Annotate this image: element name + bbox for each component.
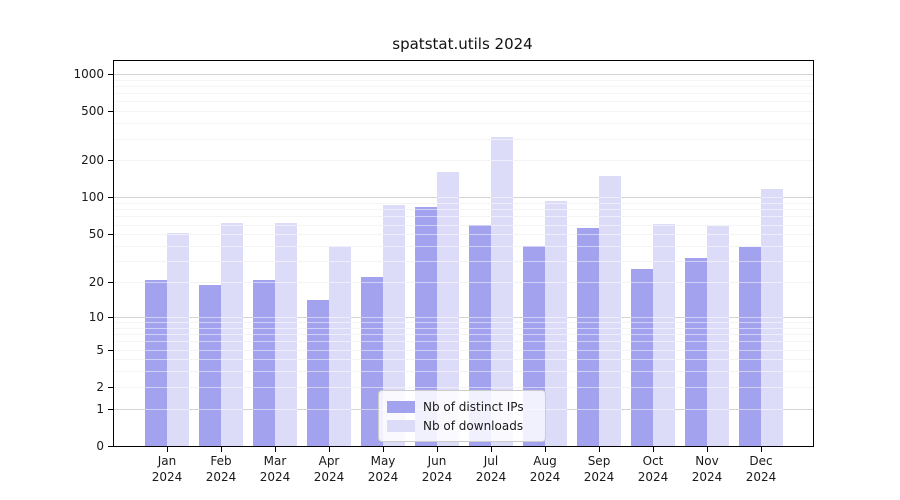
y-axis-tick-label: 10 [88, 309, 104, 324]
bar-downloads [707, 225, 729, 446]
gridline [114, 341, 813, 342]
bar-downloads [383, 204, 405, 446]
x-axis-tick-mark [329, 447, 330, 452]
gridline [114, 246, 813, 247]
gridline [114, 197, 813, 198]
y-axis-tick-label: 100 [81, 190, 104, 205]
bar-distinct-ips [415, 206, 437, 446]
y-axis-tick-label: 1000 [73, 66, 104, 81]
gridline [114, 101, 813, 102]
x-axis-tick-mark [275, 447, 276, 452]
gridline [114, 216, 813, 217]
legend-label-distinct-ips: Nb of distinct IPs [423, 399, 524, 414]
gridline [114, 80, 813, 81]
bar-distinct-ips [199, 284, 221, 446]
x-axis-tick-label: Apr 2024 [313, 454, 345, 484]
gridline [114, 86, 813, 87]
x-axis-tick-mark [707, 447, 708, 452]
y-axis-tick-label: 200 [81, 153, 104, 168]
x-axis-tick-label: Oct 2024 [637, 454, 669, 484]
x-axis-tick-mark [545, 447, 546, 452]
x-axis-tick-mark [167, 447, 168, 452]
chart-title: spatstat.utils 2024 [392, 35, 533, 53]
y-axis-tick-label: 0 [96, 439, 104, 453]
y-axis-tick-label: 20 [88, 275, 104, 290]
y-axis-tick-label: 1 [96, 401, 104, 416]
gridline [114, 234, 813, 235]
legend-label-downloads: Nb of downloads [423, 418, 524, 433]
x-axis-tick-mark [599, 447, 600, 452]
y-axis-tick-mark [108, 197, 113, 198]
gridline [114, 387, 813, 388]
y-axis-tick-mark [108, 74, 113, 75]
gridline [114, 123, 813, 124]
y-axis-tick-mark [108, 446, 113, 447]
x-axis-tick-mark [383, 447, 384, 452]
x-axis-tick-mark [653, 447, 654, 452]
x-axis-tick-mark [761, 447, 762, 452]
y-axis-tick-label: 5 [96, 342, 104, 357]
gridline [114, 261, 813, 262]
bar-downloads [545, 200, 567, 446]
y-axis-tick-label: 2 [96, 379, 104, 394]
legend: Nb of distinct IPs Nb of downloads [378, 390, 546, 442]
gridline [114, 359, 813, 360]
plot-area [113, 60, 814, 447]
bar-distinct-ips [631, 268, 653, 446]
legend-item-distinct-ips: Nb of distinct IPs [387, 397, 535, 416]
x-axis-tick-mark [437, 447, 438, 452]
x-axis-tick-label: Sep 2024 [583, 454, 615, 484]
gridline [114, 93, 813, 94]
gridline [114, 209, 813, 210]
x-axis-tick-label: Mar 2024 [259, 454, 291, 484]
gridline [114, 225, 813, 226]
y-axis-tick-mark [108, 409, 113, 410]
x-axis-tick-label: Aug 2024 [529, 454, 561, 484]
bar-distinct-ips [145, 279, 167, 446]
x-axis-tick-label: Jun 2024 [421, 454, 453, 484]
gridline [114, 111, 813, 112]
y-axis-tick-label: 500 [81, 104, 104, 119]
y-axis-tick-mark [108, 317, 113, 318]
y-axis-tick-mark [108, 387, 113, 388]
legend-item-downloads: Nb of downloads [387, 416, 535, 435]
bar-distinct-ips [739, 247, 761, 446]
x-axis-tick-label: Nov 2024 [691, 454, 723, 484]
x-axis-tick-label: Feb 2024 [205, 454, 237, 484]
gridline [114, 74, 813, 75]
gridline [114, 371, 813, 372]
legend-swatch-distinct-ips [387, 400, 415, 413]
gridline [114, 334, 813, 335]
gridline [114, 139, 813, 140]
bar-downloads [167, 233, 189, 446]
x-axis-tick-mark [491, 447, 492, 452]
gridline [114, 350, 813, 351]
y-axis-tick-label: 50 [88, 227, 104, 242]
gridline [114, 322, 813, 323]
legend-swatch-downloads [387, 419, 415, 432]
y-axis-tick-mark [108, 350, 113, 351]
bar-distinct-ips [253, 279, 275, 446]
bar-downloads [491, 136, 513, 446]
gridline [114, 282, 813, 283]
x-axis-tick-label: Dec 2024 [745, 454, 777, 484]
x-axis-tick-label: Jan 2024 [151, 454, 183, 484]
bar-downloads [437, 172, 459, 446]
bar-downloads [599, 175, 621, 446]
gridline [114, 203, 813, 204]
y-axis-tick-mark [108, 160, 113, 161]
bar-downloads [329, 246, 351, 446]
y-axis-tick-mark [108, 234, 113, 235]
gridline [114, 160, 813, 161]
x-axis-tick-mark [221, 447, 222, 452]
x-axis-tick-label: May 2024 [367, 454, 399, 484]
gridline [114, 328, 813, 329]
y-axis-tick-mark [108, 111, 113, 112]
y-axis-tick-mark [108, 282, 113, 283]
gridline [114, 317, 813, 318]
bar-distinct-ips [361, 277, 383, 446]
x-axis-tick-label: Jul 2024 [475, 454, 507, 484]
bar-distinct-ips [685, 257, 707, 446]
